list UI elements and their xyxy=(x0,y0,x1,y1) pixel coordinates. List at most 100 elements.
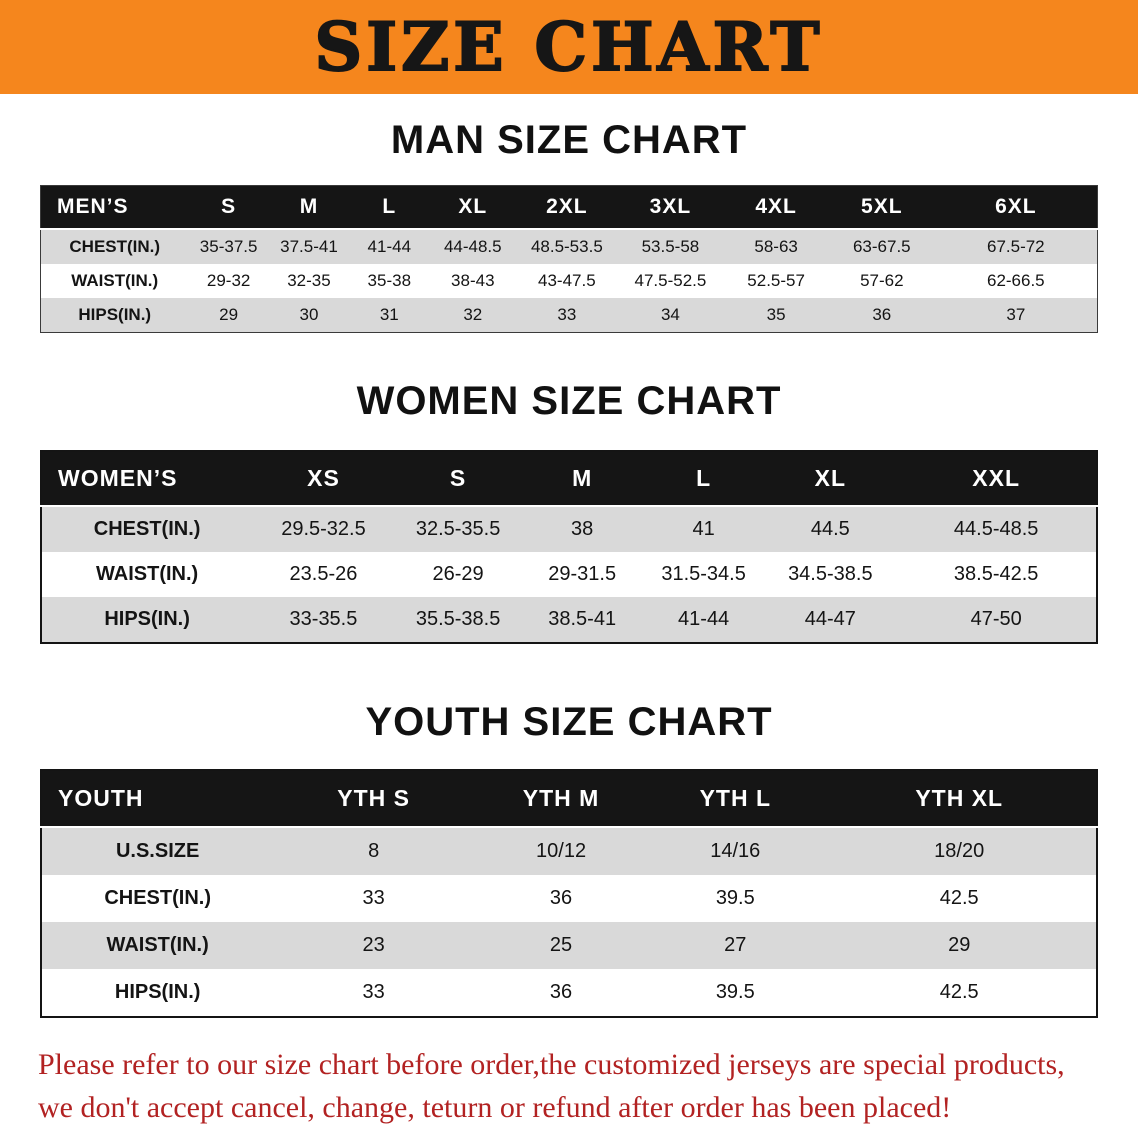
measurement-cell: 26-29 xyxy=(432,563,484,585)
measurement-cell: 44-48.5 xyxy=(443,237,502,256)
row-label: CHEST(IN.) xyxy=(104,887,211,909)
women-corner-header: WOMEN’S xyxy=(41,451,253,507)
measurement-cell: 38-43 xyxy=(451,271,495,290)
measurement-cell: 41-44 xyxy=(367,237,412,256)
measurement-cell: 35 xyxy=(766,305,786,324)
measurement-cell: 33 xyxy=(362,887,385,909)
youth-ussize-row: U.S.SIZE 8 10/12 14/16 18/20 xyxy=(41,827,1097,875)
measurement-cell: 38 xyxy=(571,518,594,540)
measurement-cell: 32 xyxy=(463,305,483,324)
men-corner-header: MEN’S xyxy=(40,185,189,230)
measurement-cell: 37 xyxy=(1006,305,1026,324)
row-label: WAIST(IN.) xyxy=(95,563,199,585)
men-size-table: MEN’S S M L XL 2XL 3XL 4XL 5XL 6XL CHEST… xyxy=(40,185,1098,333)
measurement-cell: 27 xyxy=(724,934,747,956)
youth-chart-heading: YOUTH SIZE CHART xyxy=(365,700,773,744)
measurement-cell: 35-38 xyxy=(367,271,412,290)
disclaimer-note: Please refer to our size chart before or… xyxy=(38,1044,1100,1129)
size-column-header: 5XL xyxy=(828,185,935,230)
men-table-header-row: MEN’S S M L XL 2XL 3XL 4XL 5XL 6XL xyxy=(40,185,1098,230)
youth-size-chart-section: YOUTH SIZE CHART YOUTH YTH S YTH M YTH L… xyxy=(0,700,1138,1018)
measurement-cell: 35-37.5 xyxy=(199,237,258,256)
measurement-cell: 18/20 xyxy=(934,840,985,862)
measurement-cell: 41-44 xyxy=(678,608,730,630)
measurement-cell: 44-47 xyxy=(804,608,856,630)
men-chart-heading: MAN SIZE CHART xyxy=(390,118,748,162)
size-column-header: 6XL xyxy=(934,185,1098,230)
measurement-cell: 29-31.5 xyxy=(548,563,617,585)
size-chart-banner: SIZE CHART xyxy=(0,0,1138,94)
measurement-cell: 29 xyxy=(948,934,971,956)
measurement-cell: 42.5 xyxy=(939,887,979,909)
size-column-header: YTH M xyxy=(473,770,649,828)
measurement-cell: 62-66.5 xyxy=(986,271,1045,290)
row-label: WAIST(IN.) xyxy=(106,934,209,956)
measurement-cell: 10/12 xyxy=(536,840,587,862)
row-label: U.S.SIZE xyxy=(115,840,200,862)
men-waist-row: WAIST(IN.) 29-32 32-35 35-38 38-43 43-47… xyxy=(40,264,1098,298)
size-column-header: L xyxy=(349,185,430,230)
row-label: HIPS(IN.) xyxy=(114,981,201,1003)
men-hips-row: HIPS(IN.) 29 30 31 32 33 34 35 36 37 xyxy=(40,298,1098,333)
measurement-cell: 63-67.5 xyxy=(852,237,911,256)
women-table-header-row: WOMEN’S XS S M L XL XXL xyxy=(41,451,1097,507)
size-column-header: S xyxy=(394,451,522,507)
size-column-header: S xyxy=(188,185,269,230)
measurement-cell: 33 xyxy=(557,305,577,324)
measurement-cell: 47.5-52.5 xyxy=(634,271,707,290)
measurement-cell: 47-50 xyxy=(970,608,1022,630)
youth-table-header-row: YOUTH YTH S YTH M YTH L YTH XL xyxy=(41,770,1097,828)
measurement-cell: 35.5-38.5 xyxy=(415,608,501,630)
measurement-cell: 36 xyxy=(549,887,573,909)
disclaimer-line-1: Please refer to our size chart before or… xyxy=(38,1048,1065,1081)
size-column-header: M xyxy=(268,185,350,230)
measurement-cell: 33-35.5 xyxy=(289,608,358,630)
youth-corner-header: YOUTH xyxy=(41,770,274,828)
measurement-cell: 41 xyxy=(692,518,715,540)
size-column-header: XXL xyxy=(896,451,1097,507)
measurement-cell: 52.5-57 xyxy=(747,271,805,290)
youth-hips-row: HIPS(IN.) 33 36 39.5 42.5 xyxy=(41,969,1097,1017)
measurement-cell: 29-32 xyxy=(206,271,251,290)
measurement-cell: 42.5 xyxy=(939,981,979,1003)
size-column-header: 4XL xyxy=(723,185,829,230)
size-column-header: XL xyxy=(429,185,517,230)
size-column-header: 3XL xyxy=(617,185,724,230)
row-label: CHEST(IN.) xyxy=(93,518,201,540)
men-size-chart-section: MAN SIZE CHART MEN’S S M L XL 2XL 3XL 4X… xyxy=(0,118,1138,333)
measurement-cell: 34.5-38.5 xyxy=(788,563,873,585)
size-column-header: YTH XL xyxy=(822,770,1097,828)
measurement-cell: 43-47.5 xyxy=(538,271,596,290)
measurement-cell: 39.5 xyxy=(715,887,755,909)
measurement-cell: 8 xyxy=(368,840,380,862)
size-column-header: M xyxy=(521,451,643,507)
measurement-cell: 23 xyxy=(362,934,385,956)
measurement-cell: 31.5-34.5 xyxy=(661,563,746,585)
measurement-cell: 32-35 xyxy=(287,271,331,290)
disclaimer-line-2: we don't accept cancel, change, teturn o… xyxy=(38,1090,952,1124)
men-chest-row: CHEST(IN.) 35-37.5 37.5-41 41-44 44-48.5… xyxy=(40,229,1098,264)
size-column-header: XL xyxy=(764,451,897,507)
measurement-cell: 44.5 xyxy=(810,518,850,540)
measurement-cell: 23.5-26 xyxy=(289,563,358,585)
size-column-header: YTH L xyxy=(648,770,823,828)
measurement-cell: 48.5-53.5 xyxy=(530,237,603,256)
women-chart-heading: WOMEN SIZE CHART xyxy=(356,379,782,423)
measurement-cell: 38.5-41 xyxy=(548,608,617,630)
size-column-header: XS xyxy=(252,451,395,507)
measurement-cell: 14/16 xyxy=(710,840,761,862)
measurement-cell: 58-63 xyxy=(754,237,798,256)
measurement-cell: 32.5-35.5 xyxy=(415,518,501,540)
women-waist-row: WAIST(IN.) 23.5-26 26-29 29-31.5 31.5-34… xyxy=(41,552,1097,597)
size-column-header: L xyxy=(642,451,765,507)
row-label: HIPS(IN.) xyxy=(104,608,190,630)
measurement-cell: 57-62 xyxy=(860,271,904,290)
measurement-cell: 67.5-72 xyxy=(986,237,1045,256)
size-column-header: 2XL xyxy=(516,185,618,230)
measurement-cell: 33 xyxy=(362,981,385,1003)
measurement-cell: 25 xyxy=(549,934,573,956)
measurement-cell: 29 xyxy=(219,305,239,324)
measurement-cell: 30 xyxy=(299,305,319,324)
women-hips-row: HIPS(IN.) 33-35.5 35.5-38.5 38.5-41 41-4… xyxy=(41,597,1097,643)
